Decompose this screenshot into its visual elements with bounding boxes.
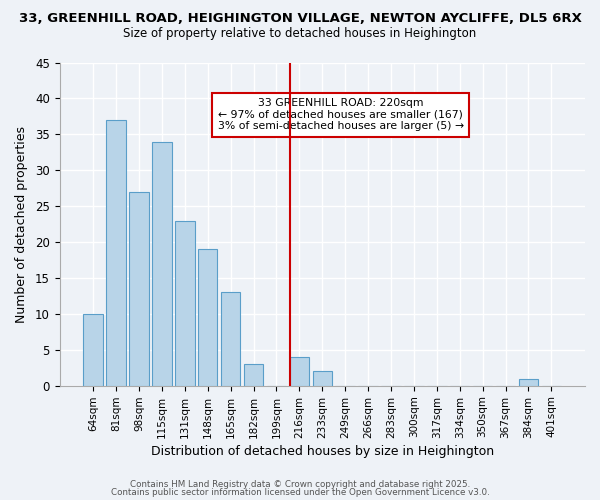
Bar bbox=[313, 372, 332, 386]
Bar bbox=[290, 357, 309, 386]
X-axis label: Distribution of detached houses by size in Heighington: Distribution of detached houses by size … bbox=[151, 444, 494, 458]
Bar bbox=[244, 364, 263, 386]
Bar bbox=[519, 378, 538, 386]
Bar bbox=[83, 314, 103, 386]
Bar bbox=[198, 249, 217, 386]
Text: Contains public sector information licensed under the Open Government Licence v3: Contains public sector information licen… bbox=[110, 488, 490, 497]
Bar bbox=[129, 192, 149, 386]
Bar bbox=[152, 142, 172, 386]
Bar bbox=[221, 292, 241, 386]
Text: Size of property relative to detached houses in Heighington: Size of property relative to detached ho… bbox=[124, 28, 476, 40]
Text: 33, GREENHILL ROAD, HEIGHINGTON VILLAGE, NEWTON AYCLIFFE, DL5 6RX: 33, GREENHILL ROAD, HEIGHINGTON VILLAGE,… bbox=[19, 12, 581, 26]
Bar bbox=[106, 120, 126, 386]
Text: Contains HM Land Registry data © Crown copyright and database right 2025.: Contains HM Land Registry data © Crown c… bbox=[130, 480, 470, 489]
Y-axis label: Number of detached properties: Number of detached properties bbox=[15, 126, 28, 322]
Bar bbox=[175, 220, 194, 386]
Text: 33 GREENHILL ROAD: 220sqm
← 97% of detached houses are smaller (167)
3% of semi-: 33 GREENHILL ROAD: 220sqm ← 97% of detac… bbox=[218, 98, 464, 132]
